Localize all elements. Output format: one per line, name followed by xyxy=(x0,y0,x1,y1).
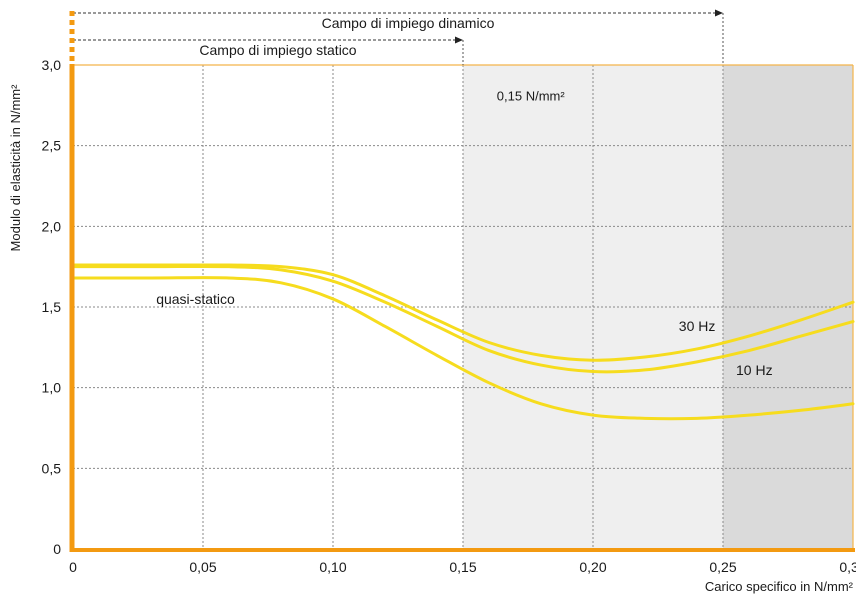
y-tick-label: 2,0 xyxy=(42,218,62,234)
series-line-quasi-statico xyxy=(71,276,855,421)
y-tick-label: 1,0 xyxy=(42,380,62,396)
annotation-label: 0,15 N/mm² xyxy=(497,88,566,103)
x-tick-label: 0 xyxy=(69,559,77,575)
range-label: Campo di impiego dinamico xyxy=(322,15,495,31)
x-tick-label: 0,30 xyxy=(839,559,856,575)
y-tick-label: 3,0 xyxy=(42,57,62,73)
shaded-region-2 xyxy=(723,65,853,549)
series-label: 10 Hz xyxy=(736,362,773,378)
x-tick-label: 0,25 xyxy=(709,559,736,575)
y-axis-title: Modulo di elasticità in N/mm² xyxy=(8,84,23,252)
x-axis-line xyxy=(69,548,855,552)
x-tick-label: 0,15 xyxy=(449,559,476,575)
range-arrow-head xyxy=(715,9,723,17)
y-tick-label: 0 xyxy=(53,541,61,557)
y-tick-label: 1,5 xyxy=(42,299,62,315)
series-line-10-hz xyxy=(71,264,855,374)
series-label: quasi-statico xyxy=(156,291,235,307)
series-label: 30 Hz xyxy=(679,318,716,334)
range-arrow-head xyxy=(455,36,463,44)
range-label: Campo di impiego statico xyxy=(199,42,356,58)
y-tick-label: 0,5 xyxy=(42,460,62,476)
series-line-30-hz xyxy=(71,263,855,362)
x-tick-label: 0,20 xyxy=(579,559,606,575)
y-tick-label: 2,5 xyxy=(42,138,62,154)
x-axis-title: Carico specifico in N/mm² xyxy=(705,579,854,594)
x-tick-label: 0,05 xyxy=(189,559,216,575)
x-tick-label: 0,10 xyxy=(319,559,346,575)
y-axis-line xyxy=(69,64,75,552)
